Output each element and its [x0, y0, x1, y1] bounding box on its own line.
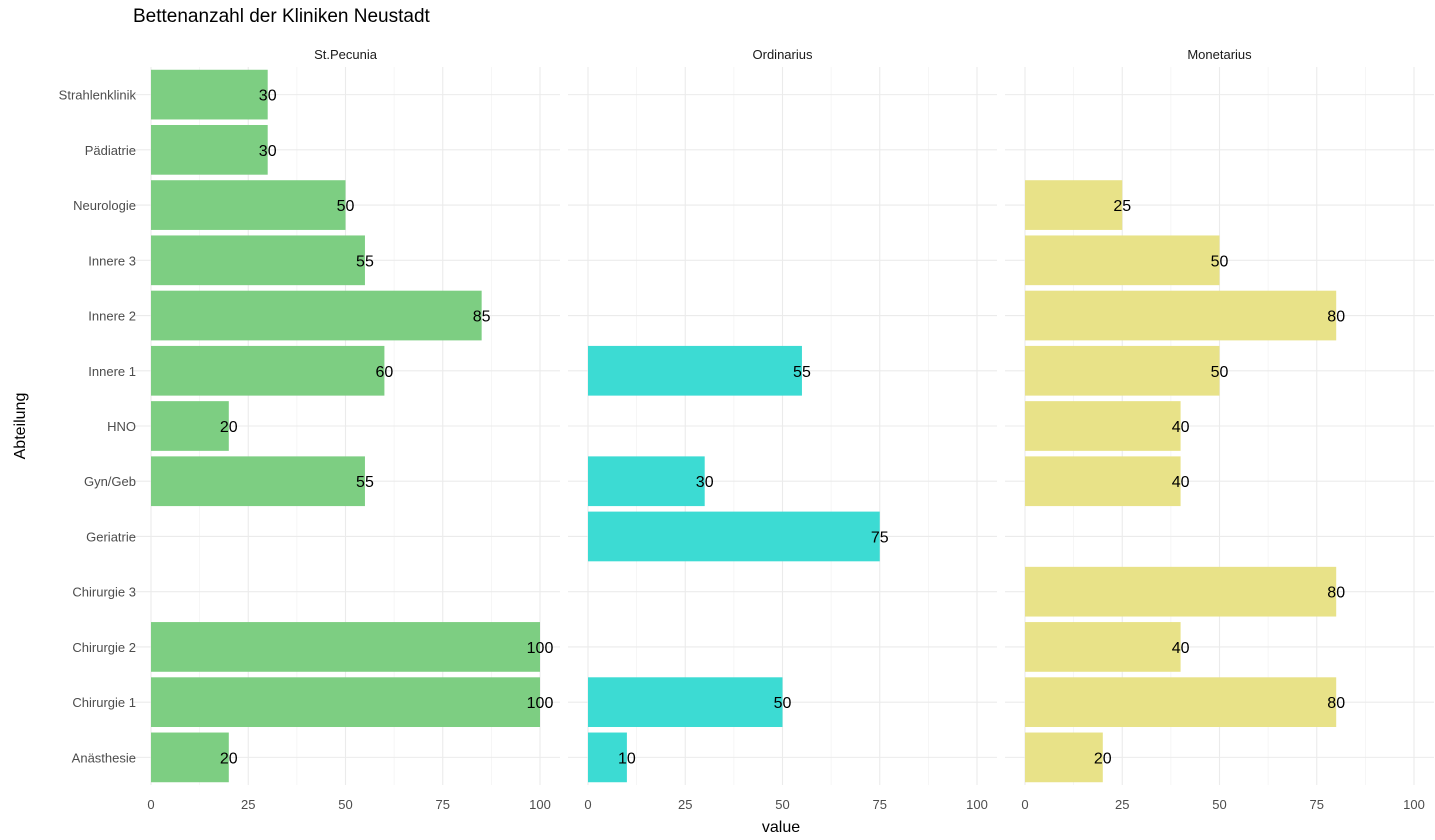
data-label-st-pecunia-anästhesie: 20	[220, 750, 238, 767]
bar-st-pecunia-gyn-geb	[151, 456, 365, 507]
bar-monetarius-innere-2	[1025, 290, 1337, 341]
data-label-layer: 20 100 100 55 20 60 85 55 50 30 30 10 50 75 30 55 20 80 40…	[220, 88, 1345, 768]
bar-monetarius-chirurgie-3	[1025, 566, 1337, 617]
data-label-st-pecunia-innere-2: 85	[473, 309, 491, 326]
data-label-ordinarius-innere-1: 55	[793, 364, 811, 381]
x-tick-label: 50	[338, 797, 352, 812]
bar-st-pecunia-anästhesie	[151, 732, 229, 783]
bar-st-pecunia-pädiatrie	[151, 124, 268, 175]
y-tick-label-innere-3: Innere 3	[88, 253, 136, 268]
data-label-monetarius-anästhesie: 20	[1094, 750, 1112, 767]
x-tick-label: 75	[1310, 797, 1324, 812]
data-label-monetarius-innere-3: 50	[1211, 253, 1229, 270]
y-tick-label-anästhesie: Anästhesie	[72, 750, 136, 765]
bar-monetarius-neurologie	[1025, 180, 1123, 230]
bar-monetarius-innere-1	[1025, 345, 1220, 396]
y-tick-label-strahlenklinik: Strahlenklinik	[59, 88, 137, 103]
bar-monetarius-gyn-geb	[1025, 456, 1181, 507]
bar-st-pecunia-innere-2	[151, 290, 482, 341]
bar-ordinarius-innere-1	[588, 345, 802, 396]
x-tick-label: 0	[584, 797, 591, 812]
x-tick-label: 50	[775, 797, 789, 812]
bar-monetarius-hno	[1025, 401, 1181, 451]
data-label-st-pecunia-neurologie: 50	[337, 198, 355, 215]
bar-layer	[151, 69, 1337, 783]
data-label-ordinarius-chirurgie-1: 50	[774, 695, 792, 712]
y-tick-label-neurologie: Neurologie	[73, 198, 136, 213]
y-tick-label-pädiatrie: Pädiatrie	[85, 143, 136, 158]
facet-title-ordinarius: Ordinarius	[753, 47, 813, 62]
x-axis-title: value	[762, 819, 800, 836]
data-label-st-pecunia-chirurgie-1: 100	[527, 695, 554, 712]
y-tick-label-innere-2: Innere 2	[88, 309, 136, 324]
data-label-ordinarius-anästhesie: 10	[618, 750, 636, 767]
bar-monetarius-innere-3	[1025, 235, 1220, 286]
x-tick-label: 0	[1021, 797, 1028, 812]
data-label-monetarius-innere-2: 80	[1327, 309, 1345, 326]
data-label-monetarius-chirurgie-3: 80	[1327, 585, 1345, 602]
x-tick-label: 25	[241, 797, 255, 812]
bar-ordinarius-gyn-geb	[588, 456, 705, 507]
bar-st-pecunia-neurologie	[151, 180, 346, 230]
data-label-st-pecunia-innere-1: 60	[376, 364, 394, 381]
data-label-monetarius-chirurgie-2: 40	[1172, 640, 1190, 657]
y-tick-label-innere-1: Innere 1	[88, 364, 136, 379]
y-tick-label-chirurgie-2: Chirurgie 2	[72, 640, 136, 655]
data-label-st-pecunia-strahlenklinik: 30	[259, 88, 277, 105]
y-tick-label-chirurgie-3: Chirurgie 3	[72, 585, 136, 600]
bar-monetarius-chirurgie-1	[1025, 677, 1337, 728]
bar-monetarius-chirurgie-2	[1025, 622, 1181, 672]
bar-st-pecunia-innere-1	[151, 345, 385, 396]
y-tick-label-chirurgie-1: Chirurgie 1	[72, 695, 136, 710]
data-label-ordinarius-geriatrie: 75	[871, 529, 889, 546]
x-tick-label: 100	[966, 797, 988, 812]
bar-ordinarius-chirurgie-1	[588, 677, 783, 728]
bar-st-pecunia-chirurgie-1	[151, 677, 540, 728]
y-tick-label-gyn-geb: Gyn/Geb	[84, 474, 136, 489]
x-tick-label: 75	[436, 797, 450, 812]
x-tick-label: 0	[147, 797, 154, 812]
data-label-st-pecunia-innere-3: 55	[356, 253, 374, 270]
chart-title: Bettenanzahl der Kliniken Neustadt	[133, 6, 431, 27]
x-tick-label: 25	[678, 797, 692, 812]
data-label-st-pecunia-hno: 20	[220, 419, 238, 436]
data-label-st-pecunia-pädiatrie: 30	[259, 143, 277, 160]
data-label-monetarius-chirurgie-1: 80	[1327, 695, 1345, 712]
x-tick-label: 100	[529, 797, 551, 812]
y-tick-label-hno: HNO	[107, 419, 136, 434]
bar-monetarius-anästhesie	[1025, 732, 1103, 783]
bar-ordinarius-geriatrie	[588, 511, 880, 562]
bar-st-pecunia-chirurgie-2	[151, 622, 540, 672]
data-label-monetarius-hno: 40	[1172, 419, 1190, 436]
x-tick-label: 100	[1403, 797, 1425, 812]
y-tick-label-geriatrie: Geriatrie	[86, 529, 136, 544]
x-tick-label: 50	[1212, 797, 1226, 812]
data-label-st-pecunia-chirurgie-2: 100	[527, 640, 554, 657]
y-axis-title: Abteilung	[12, 393, 29, 460]
data-label-ordinarius-gyn-geb: 30	[696, 474, 714, 491]
data-label-st-pecunia-gyn-geb: 55	[356, 474, 374, 491]
data-label-monetarius-gyn-geb: 40	[1172, 474, 1190, 491]
data-label-monetarius-neurologie: 25	[1113, 198, 1131, 215]
bar-st-pecunia-strahlenklinik	[151, 69, 268, 120]
bar-ordinarius-anästhesie	[588, 732, 627, 783]
x-tick-label: 25	[1115, 797, 1129, 812]
bar-st-pecunia-innere-3	[151, 235, 365, 286]
facet-title-st-pecunia: St.Pecunia	[314, 47, 378, 62]
x-tick-label: 75	[873, 797, 887, 812]
bar-st-pecunia-hno	[151, 401, 229, 451]
facet-title-monetarius: Monetarius	[1187, 47, 1252, 62]
data-label-monetarius-innere-1: 50	[1211, 364, 1229, 381]
